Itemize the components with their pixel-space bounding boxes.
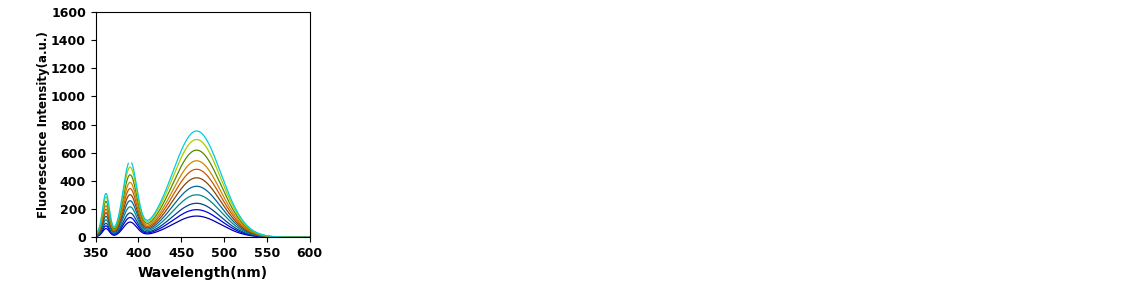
Y-axis label: Fluorescence Intensity(a.u.): Fluorescence Intensity(a.u.) [37, 31, 50, 218]
X-axis label: Wavelength(nm): Wavelength(nm) [137, 266, 268, 280]
